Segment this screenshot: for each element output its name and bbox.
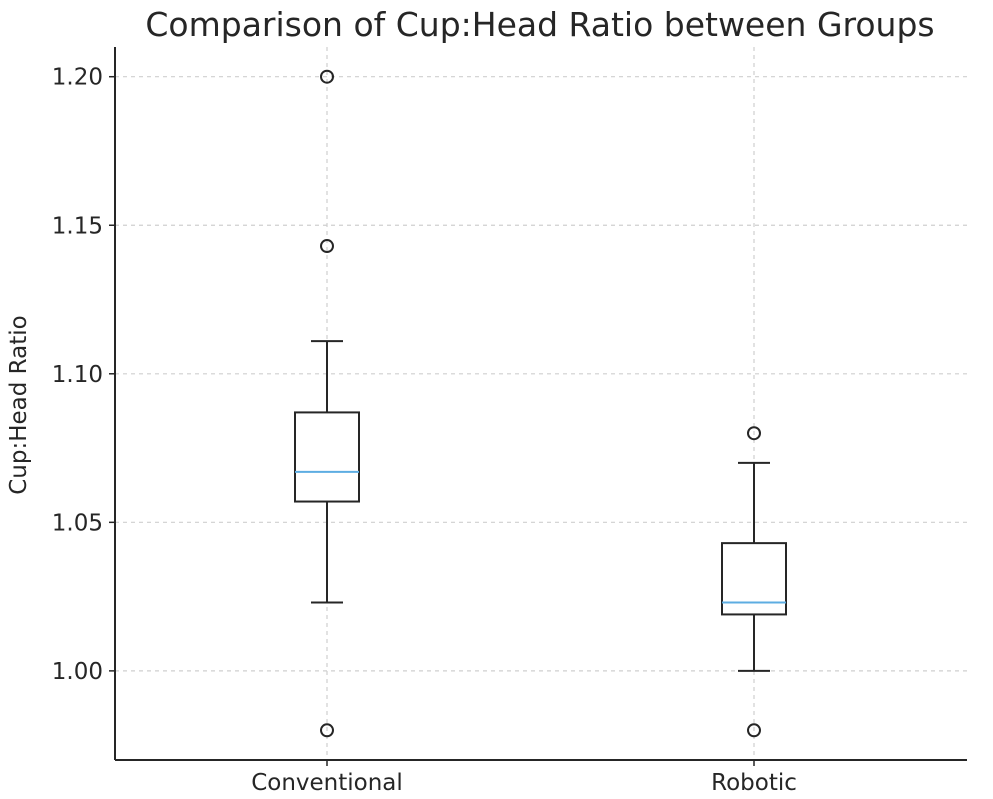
y-tick-label: 1.20 [52,65,103,91]
iqr-box [294,411,360,503]
x-tick-label: Conventional [251,770,403,796]
outlier-point [747,426,761,441]
plot-layer [294,69,787,738]
y-tick-label: 1.10 [52,362,103,388]
y-tick-label: 1.15 [52,213,103,239]
box-group-conventional [294,69,360,738]
chart-title: Comparison of Cup:Head Ratio between Gro… [145,5,934,44]
iqr-box [721,542,787,616]
x-tick-label: Robotic [711,770,797,796]
y-tick-label: 1.00 [52,659,103,685]
tick-layer: 1.00 1.05 1.10 1.15 1.20 Conventional Robotic [52,65,797,796]
y-tick-label: 1.05 [52,510,103,536]
grid-layer [115,47,967,760]
y-axis-label: Cup:Head Ratio [6,315,32,495]
outlier-point [747,723,761,738]
box-group-robotic [721,426,787,738]
outlier-point [320,69,334,84]
outlier-point [320,723,334,738]
outlier-point [320,239,334,254]
